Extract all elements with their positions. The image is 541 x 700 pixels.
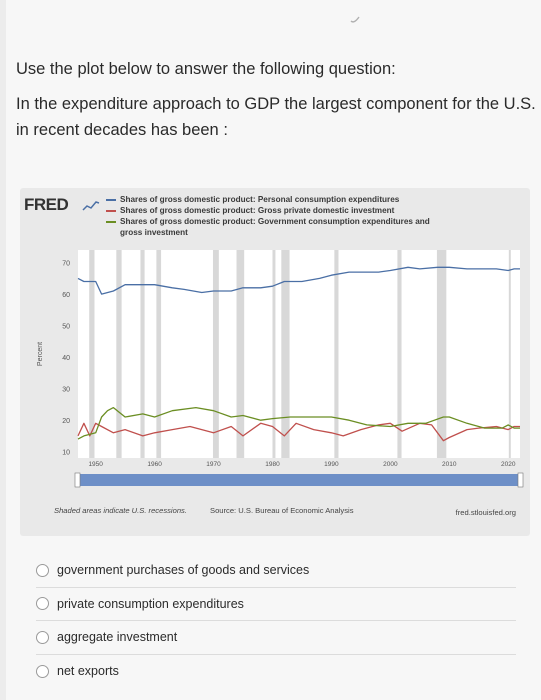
- legend-item-investment: Shares of gross domestic product: Gross …: [106, 205, 450, 216]
- legend-swatch: [106, 221, 116, 223]
- legend-label: Shares of gross domestic product: Gross …: [120, 206, 395, 215]
- recession-band: [272, 250, 276, 458]
- x-tick-label: 1990: [324, 461, 339, 468]
- recession-band: [140, 250, 145, 458]
- recession-band: [236, 250, 245, 458]
- recession-band: [89, 250, 95, 458]
- question-prompt: Use the plot below to answer the followi…: [16, 56, 536, 152]
- fred-chart-logo-icon: [82, 201, 100, 211]
- range-handle-left: [74, 472, 81, 488]
- radio-button[interactable]: [36, 597, 49, 611]
- y-tick-label: 10: [62, 450, 70, 457]
- legend-item-government: Shares of gross domestic product: Govern…: [106, 216, 450, 238]
- question-page: Use the plot below to answer the followi…: [6, 0, 541, 700]
- option-net-exports[interactable]: net exports: [36, 653, 516, 688]
- plot-area: 10 20 30 40 50 60 70 Percent 1950 1960 1970 1980 199…: [37, 250, 524, 488]
- option-government-purchases[interactable]: government purchases of goods and servic…: [36, 554, 516, 587]
- series-line-1: [77, 266, 520, 295]
- option-label: aggregate investment: [57, 630, 178, 645]
- fred-site-link[interactable]: fred.stlouisfed.org: [455, 508, 516, 517]
- legend-swatch: [106, 210, 116, 212]
- source-note: Source: U.S. Bureau of Economic Analysis: [210, 506, 354, 515]
- y-tick-label: 20: [62, 418, 70, 425]
- option-aggregate-investment[interactable]: aggregate investment: [36, 620, 516, 654]
- recession-band: [281, 250, 290, 458]
- radio-button[interactable]: [36, 563, 49, 577]
- radio-button[interactable]: [36, 630, 49, 644]
- series-line-3: [77, 406, 520, 440]
- y-tick-label: 50: [62, 324, 70, 331]
- checkmark-icon: [350, 16, 360, 23]
- x-tick-label: 1960: [147, 461, 162, 468]
- y-tick-label: 70: [62, 261, 70, 268]
- option-label: net exports: [57, 664, 119, 679]
- x-tick-label: 2000: [383, 461, 398, 468]
- x-tick-label: 1950: [88, 461, 103, 468]
- x-tick-label: 1970: [206, 461, 221, 468]
- range-handle-right: [517, 472, 524, 488]
- legend-label: Shares of gross domestic product: Person…: [120, 195, 400, 204]
- option-label: private consumption expenditures: [57, 596, 244, 611]
- date-range-slider: [78, 474, 520, 486]
- recession-band: [436, 250, 447, 458]
- recession-band: [508, 250, 511, 458]
- series-line-2: [77, 422, 520, 442]
- fred-logo: FRED: [24, 195, 69, 214]
- recession-band: [334, 250, 339, 458]
- y-tick-label: 40: [62, 355, 70, 362]
- legend-label: Shares of gross domestic product: Govern…: [120, 217, 430, 237]
- recession-band: [212, 250, 219, 458]
- recession-band: [156, 250, 162, 458]
- question-instruction: Use the plot below to answer the followi…: [16, 60, 396, 78]
- recession-band: [397, 250, 402, 458]
- legend-swatch: [106, 199, 116, 201]
- answer-options: government purchases of goods and servic…: [36, 554, 516, 687]
- y-tick-label: 30: [62, 387, 70, 394]
- x-tick-label: 1980: [265, 461, 280, 468]
- chart-legend: Shares of gross domestic product: Person…: [106, 194, 450, 238]
- question-text: In the expenditure approach to GDP the l…: [16, 95, 536, 139]
- recession-note: Shaded areas indicate U.S. recessions.: [54, 506, 187, 515]
- radio-button[interactable]: [36, 664, 49, 678]
- legend-item-consumption: Shares of gross domestic product: Person…: [106, 194, 450, 205]
- option-label: government purchases of goods and servic…: [57, 563, 310, 578]
- x-tick-label: 2020: [501, 461, 516, 468]
- y-axis-label: Percent: [37, 342, 44, 366]
- fred-chart: FRED Shares of gross domestic product: P…: [20, 188, 530, 536]
- y-tick-label: 60: [62, 292, 70, 299]
- option-private-consumption[interactable]: private consumption expenditures: [36, 586, 516, 621]
- recession-band: [116, 250, 122, 458]
- x-tick-label: 2010: [442, 461, 457, 468]
